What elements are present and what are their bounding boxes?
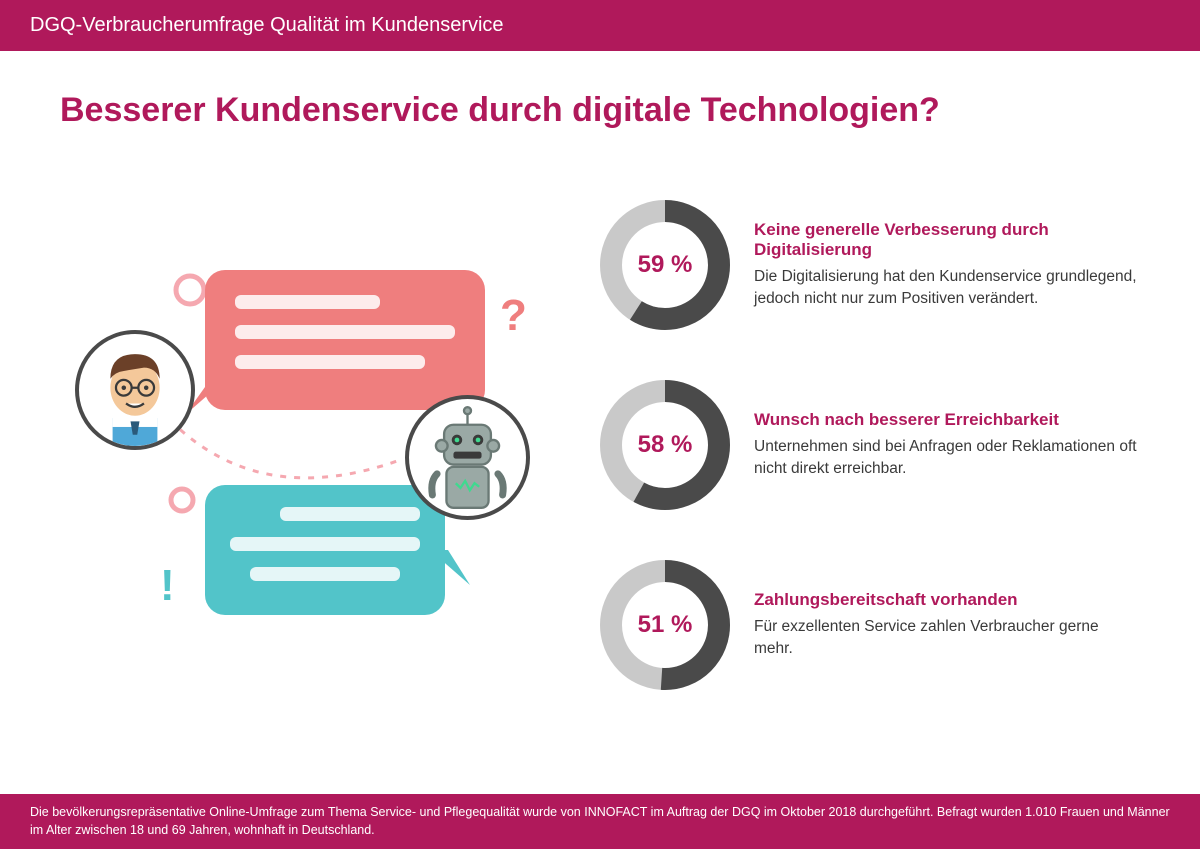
page-title: Besserer Kundenservice durch digitale Te… [60, 91, 1140, 130]
donut-2: 51 % [600, 560, 730, 690]
bubble-tail-2 [430, 550, 480, 590]
svg-text:?: ? [500, 291, 527, 340]
svg-text:!: ! [160, 561, 175, 610]
pct-label-0: 59 % [600, 200, 730, 330]
pct-label-1: 58 % [600, 380, 730, 510]
speech-bubble-person [205, 270, 485, 410]
chat-illustration: ? ! [60, 200, 560, 640]
content-row: ? ! [60, 200, 1140, 690]
stat-desc-1: Unternehmen sind bei Anfragen oder Rekla… [754, 436, 1140, 479]
robot-avatar [405, 395, 530, 520]
stats-column: 59 % Keine generelle Verbesserung durch … [600, 200, 1140, 690]
footer-text: Die bevölkerungsrepräsentative Online-Um… [30, 805, 1170, 837]
donut-1: 58 % [600, 380, 730, 510]
stat-heading-2: Zahlungsbereitschaft vorhanden [754, 590, 1140, 610]
stat-row-1: 58 % Wunsch nach besserer Erreichbarkeit… [600, 380, 1140, 510]
stat-row-0: 59 % Keine generelle Verbesserung durch … [600, 200, 1140, 330]
speech-bubble-robot [205, 485, 445, 615]
stat-heading-0: Keine generelle Verbesserung durch Digit… [754, 220, 1140, 260]
stat-desc-0: Die Digitalisierung hat den Kundenservic… [754, 266, 1140, 309]
stat-heading-1: Wunsch nach besserer Erreichbarkeit [754, 410, 1140, 430]
donut-0: 59 % [600, 200, 730, 330]
person-avatar [75, 330, 195, 450]
header-text: DGQ-Verbraucherumfrage Qualität im Kunde… [30, 14, 504, 36]
pct-label-2: 51 % [600, 560, 730, 690]
header-bar: DGQ-Verbraucherumfrage Qualität im Kunde… [0, 0, 1200, 51]
stat-desc-2: Für exzellenten Service zahlen Verbrauch… [754, 616, 1140, 659]
footer-bar: Die bevölkerungsrepräsentative Online-Um… [0, 794, 1200, 849]
stat-row-2: 51 % Zahlungsbereitschaft vorhanden Für … [600, 560, 1140, 690]
main-content: Besserer Kundenservice durch digitale Te… [0, 51, 1200, 710]
